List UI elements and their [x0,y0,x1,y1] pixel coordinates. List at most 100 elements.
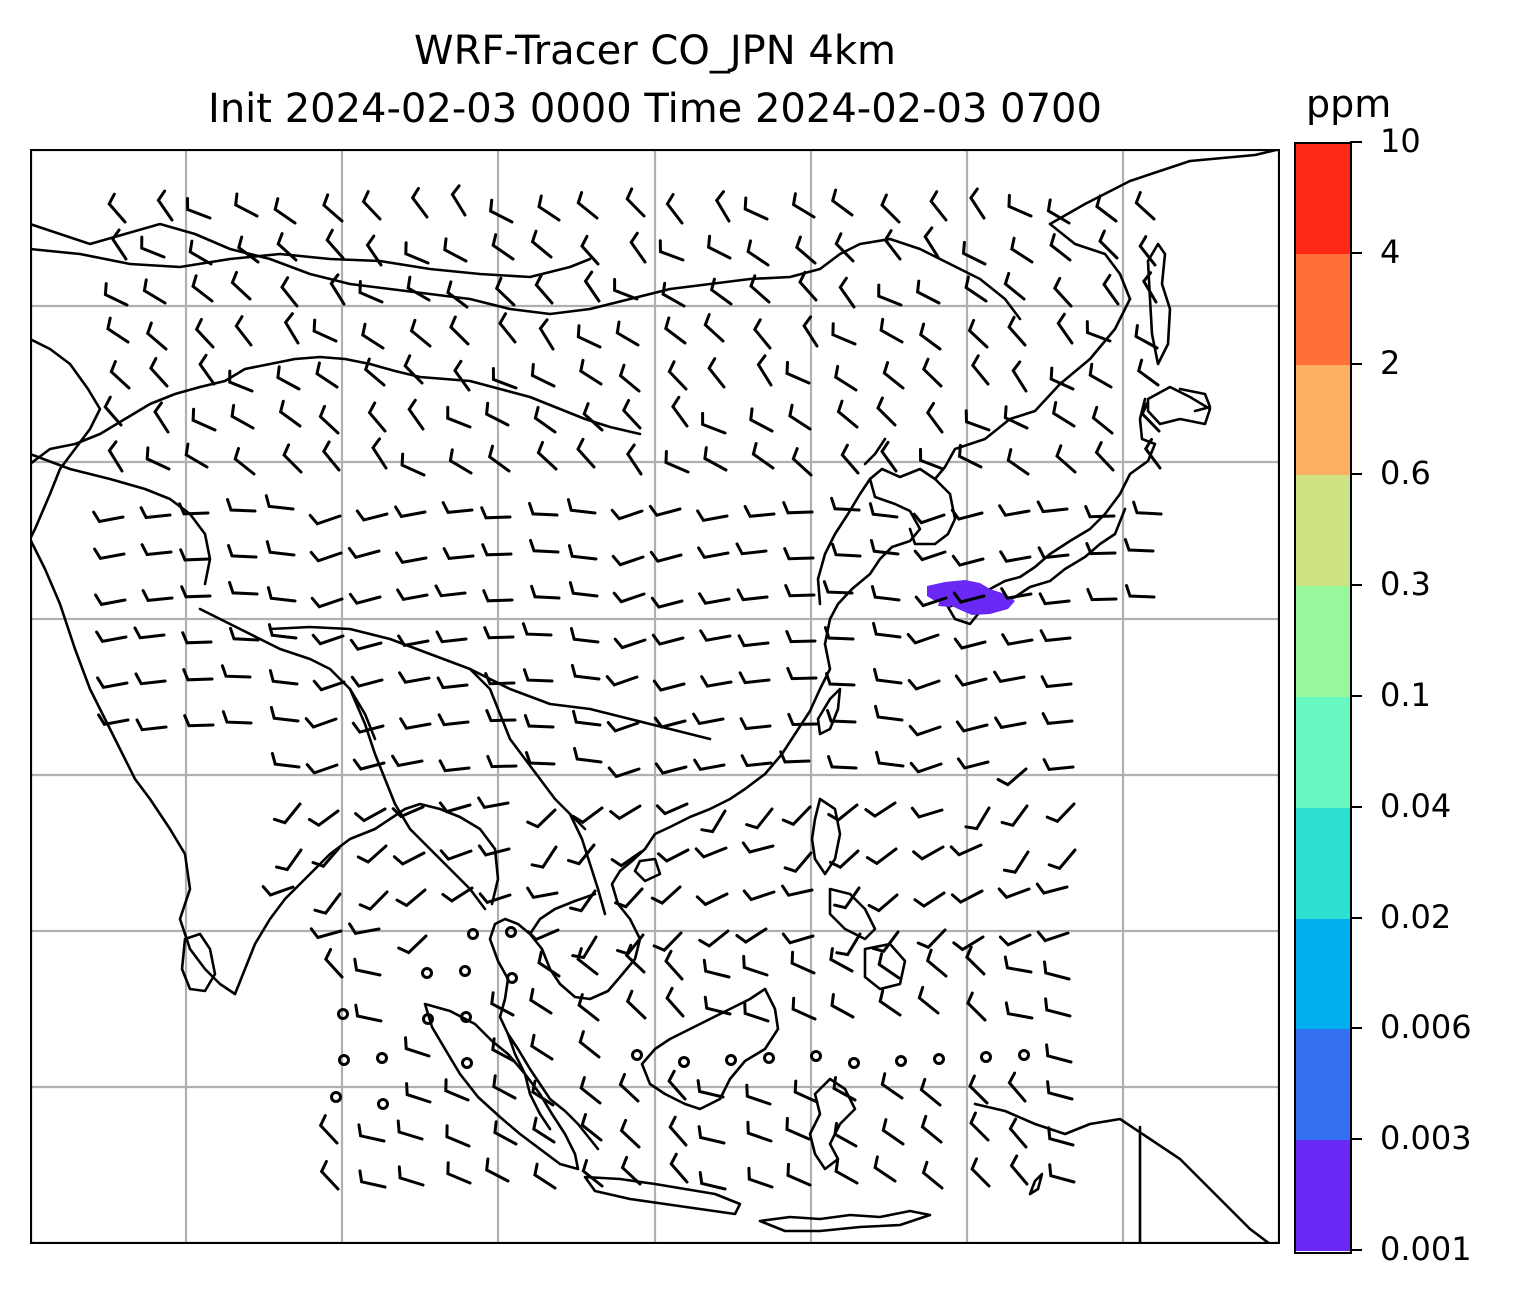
wind-barb [747,1166,774,1189]
wind-barb [790,950,816,975]
wind-barb [449,315,470,346]
wind-barb [952,591,986,604]
coastline-luzon [810,797,842,876]
wind-barb [743,1000,770,1023]
wind-barb [492,1074,517,1100]
wind-barb [405,1082,432,1104]
wind-barb-calm [461,1057,473,1069]
wind-barb [571,935,598,960]
wind-barb [1094,441,1115,472]
wind-barb [493,1120,518,1146]
wind-barb [825,672,856,687]
wind-barb [909,761,943,774]
wind-barb [94,593,127,607]
wind-barb [864,801,897,818]
wind-barb [1085,320,1112,343]
wind-barb [1051,401,1076,428]
wind-barb [651,633,685,646]
border-himalaya [198,607,377,741]
wind-barb [396,588,429,601]
wind-barb [743,196,769,221]
wind-barb [580,234,600,266]
border-vietnam [568,812,607,916]
coastline-bohai [863,437,887,466]
wind-barb [798,270,818,302]
wind-barb [1053,276,1073,308]
wind-barb [1095,194,1118,223]
wind-barb [529,538,560,554]
wind-barb [1000,804,1029,828]
wind-barb [491,233,515,261]
wind-barb-calm [848,1057,860,1069]
wind-barb [1040,675,1073,689]
plume-main [927,580,1015,615]
border-tibet-west [30,452,212,586]
wind-barb [221,710,253,725]
map-frame [30,149,1280,1244]
coastline-sakhalin [1146,242,1172,366]
wind-barb [618,1072,640,1103]
wind-barb [785,630,817,644]
wind-barb [145,321,168,351]
wind-barb [648,504,682,517]
wind-barb [191,407,217,432]
wind-barb [276,232,298,262]
colorbar-tick [1350,362,1362,365]
wind-barb [954,674,988,687]
wind-barb-calm [1018,1049,1030,1061]
wind-barb [793,1079,819,1104]
wind-barb [920,1114,943,1144]
wind-barb [1046,198,1071,225]
wind-barb [570,664,601,681]
coastline-sri-lanka [180,932,217,993]
wind-barb [612,591,646,604]
wind-barb [534,273,554,305]
colorbar-tick [1350,473,1362,476]
wind-barb [106,316,130,344]
colorbar-tick-label: 0.3 [1380,565,1431,604]
wind-barb [787,712,819,727]
wind-barb [742,889,776,902]
wind-barb [434,584,467,598]
wind-barb [95,630,128,643]
wind-barb [912,512,946,525]
wind-barb [913,549,947,562]
wind-barb [1123,538,1155,553]
wind-barb [178,502,210,516]
wind-barb [735,542,768,556]
wind-barb [919,447,945,471]
wind-barb [707,234,732,260]
wind-barb [361,322,385,350]
coastlines [30,149,1280,1244]
wind-barb [998,933,1032,947]
wind-barb [397,634,430,647]
wind-barb [93,547,126,561]
coastline-gulf-thailand [528,892,597,936]
wind-barb [265,540,296,557]
wind-barb [1037,546,1070,560]
wind-barb [269,706,300,723]
wind-barb [955,720,989,733]
wind-barb [1143,437,1162,470]
colorbar-segment [1294,474,1350,587]
wind-barb [1047,1126,1075,1147]
wind-barb-calm [725,1054,737,1066]
wind-barb [180,585,212,599]
wind-barb [490,991,515,1017]
wind-barb [696,509,729,522]
wind-barb [322,193,344,223]
wind-barb [391,805,425,819]
wind-barb [354,1003,383,1023]
wind-barb [619,1118,641,1149]
wind-barb [781,932,815,945]
coastline-india [30,337,102,541]
coastline-korea [908,477,957,546]
colorbar [1294,142,1350,1252]
wind-barb [580,1113,603,1142]
wind-barb [1055,444,1077,474]
wind-barb [665,986,685,1018]
wind-barb [791,996,817,1021]
wind-barb [961,240,987,266]
colorbar-segment [1294,142,1350,254]
wind-barb [568,581,599,598]
